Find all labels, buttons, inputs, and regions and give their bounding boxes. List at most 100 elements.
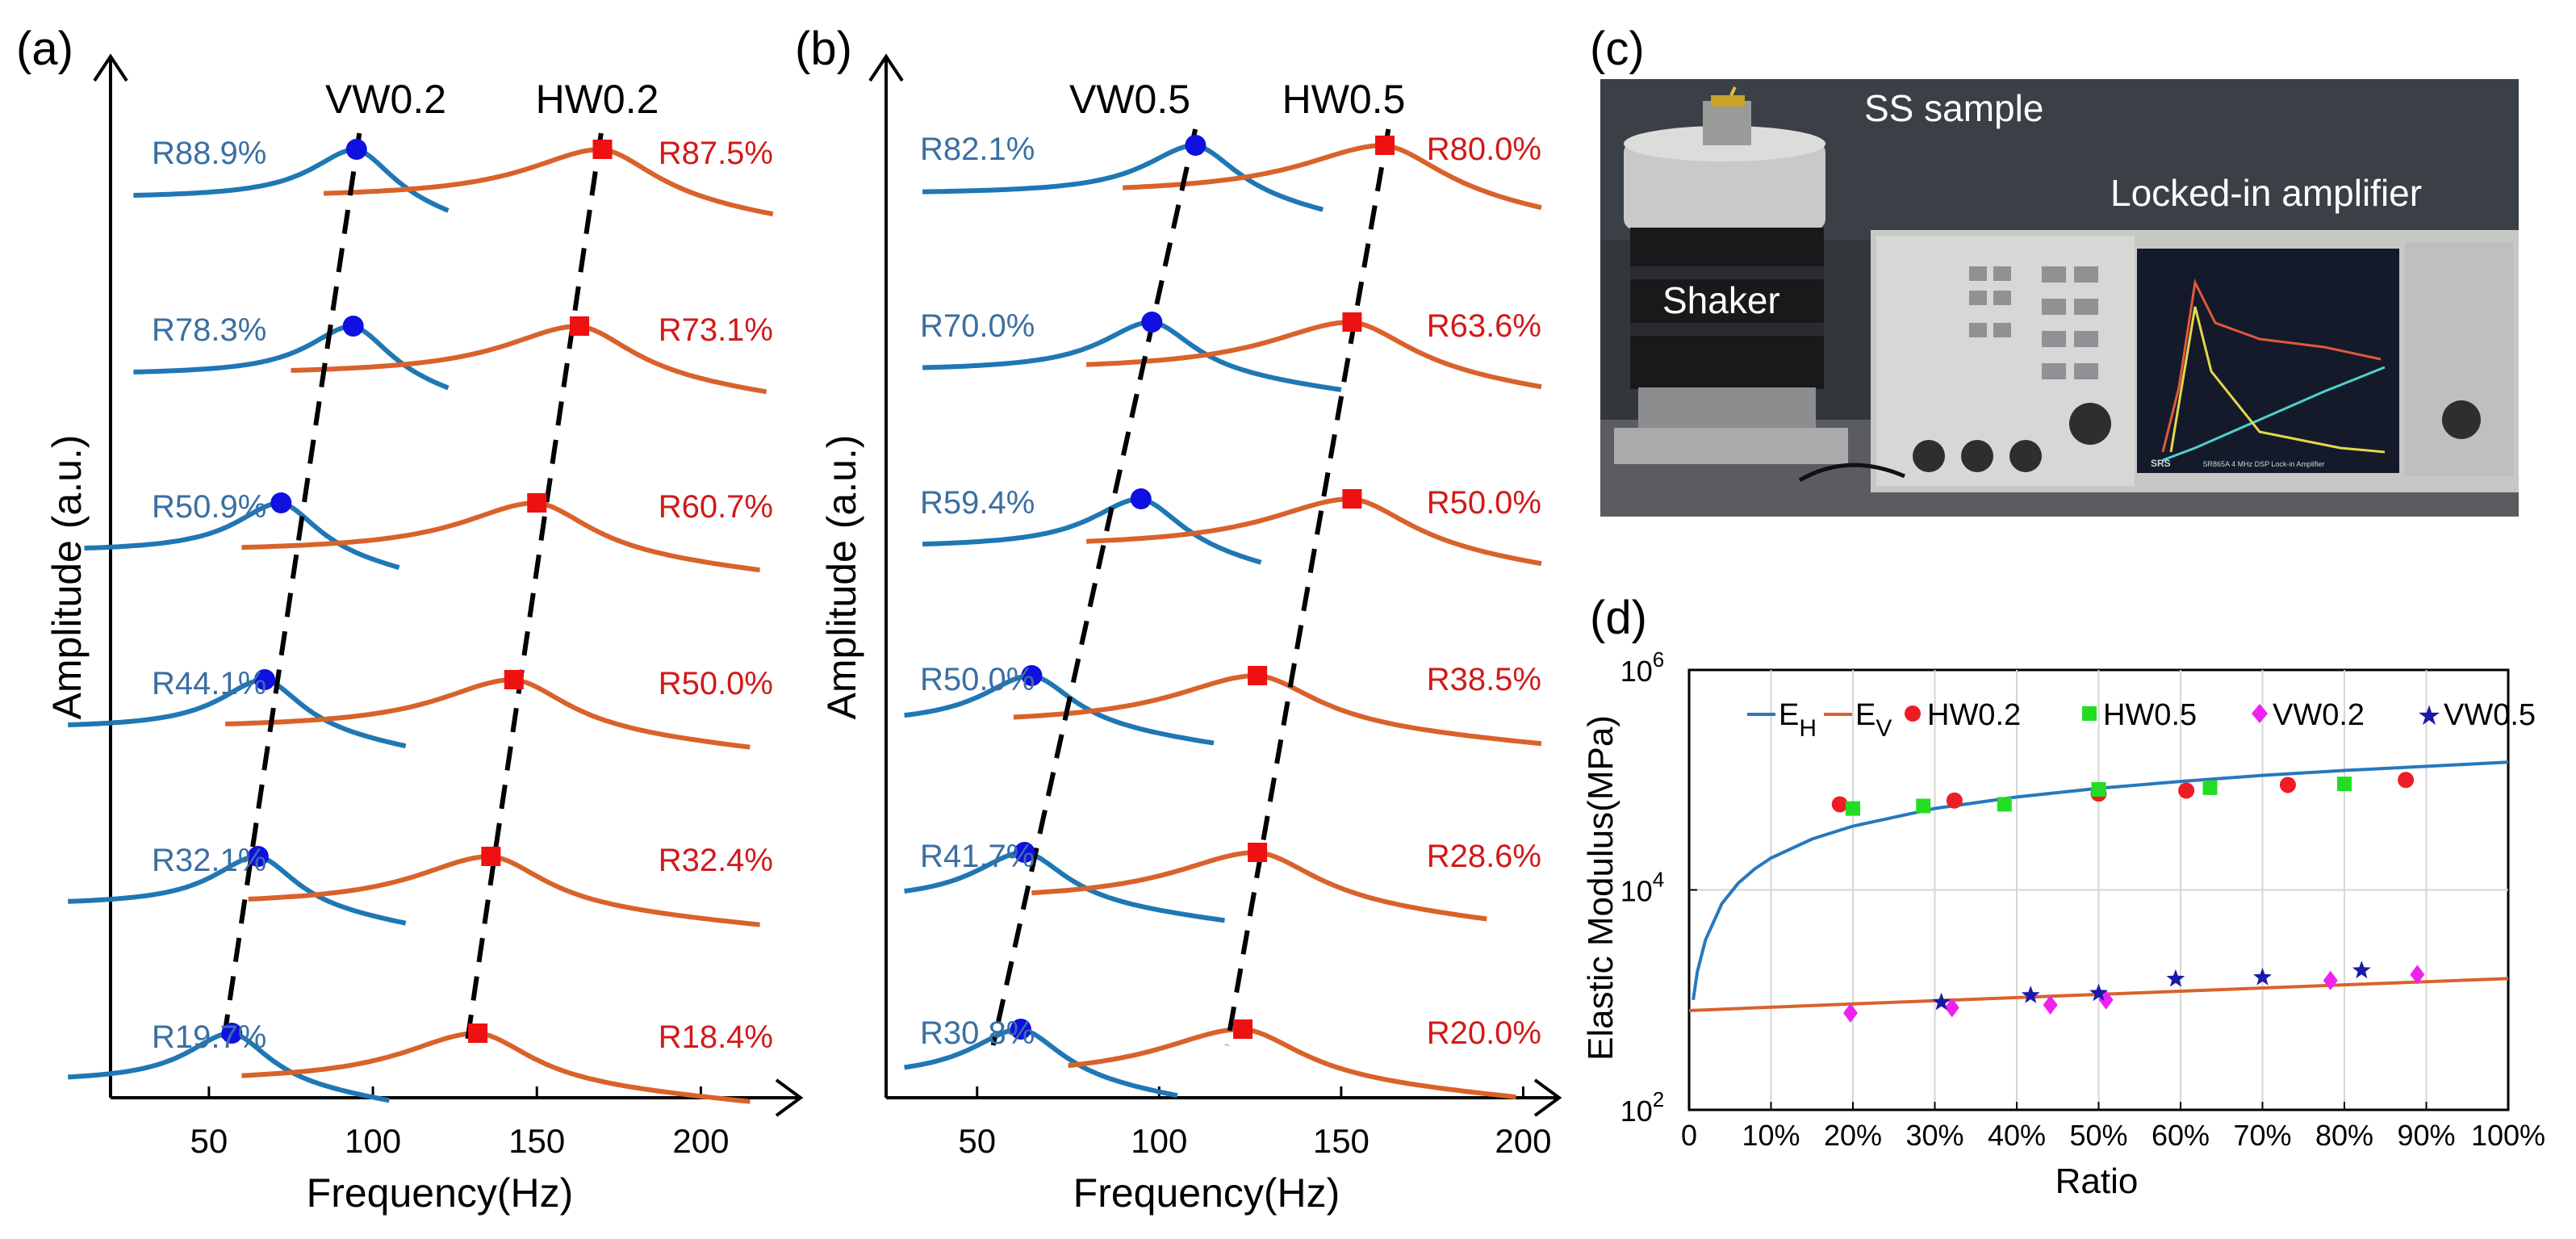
panel-b-axes [868,53,1562,1117]
panel-b-label: (b) [795,23,852,75]
d-ytick-label: 106 [1620,647,1665,688]
d-point-vw05 [2166,969,2185,987]
panel-d-legend: EH EV HW0.2 HW0.5 VW0.2 ★ VW0.5 [1747,698,2536,742]
panel-a-axes [93,53,804,1117]
a-vw-peak-marker [221,1023,243,1044]
d-point-hw02 [2279,776,2296,793]
amplifier-screen [2137,249,2399,473]
a-hw-curve [225,676,751,750]
b-hw-peak-marker [1248,843,1268,862]
a-hw-peak-marker [592,140,613,159]
a-hw-row-label: R18.4% [659,1019,773,1055]
legend-hw05-marker [2082,706,2097,721]
b-hw-trend-line [1224,128,1391,1046]
d-point-hw05 [1846,801,1860,816]
d-point-hw05 [2202,780,2218,795]
shaker [1614,126,1848,464]
a-hw-peak-marker [468,1023,488,1043]
legend-eh: EH [1779,698,1817,742]
panel-c-label: (c) [1590,23,1645,75]
d-point-vw02 [2043,994,2058,1015]
panel-b-row-labels: R82.1% R80.0% R70.0% R63.6% R59.4% R50.0% R50.… [920,132,1541,1051]
b-hw-row-label: R38.5% [1427,662,1541,697]
panel-a-title-left: VW0.2 [325,77,446,122]
d-point-hw02 [2178,782,2195,799]
a-hw-row-label: R73.1% [659,312,773,348]
panel-c: (c) [1590,23,2519,517]
legend-vw02-marker [2252,704,2268,723]
panel-b-xlabel: Frequency(Hz) [1073,1170,1340,1216]
d-point-hw05 [1997,797,2012,812]
b-vw-row-label: R59.4% [920,485,1035,521]
d-xtick-label: 20% [1824,1119,1882,1152]
panel-d-label: (d) [1590,592,1647,644]
panel-b: (b) VW0.5 HW0.5 Frequency(Hz) Amplitude … [795,23,1562,1216]
legend-hw02-marker [1905,705,1921,722]
d-point-vw05 [2253,967,2272,986]
b-xtick-label: 100 [1131,1122,1187,1160]
d-point-hw05 [2091,781,2106,797]
a-xtick-label: 150 [508,1122,565,1160]
a-xtick-label: 200 [672,1122,729,1160]
b-vw-peak-marker [1130,488,1152,509]
b-hw-row-label: R20.0% [1427,1015,1541,1051]
b-hw-curve [1085,320,1542,390]
b-vw-peak-marker [1014,842,1035,863]
panel-a-title-right: HW0.2 [536,77,659,122]
a-hw-peak-marker [481,847,501,866]
a-vw-peak-marker [345,139,367,160]
ss-sample [1703,86,1751,145]
photo-label-shaker: Shaker [1662,279,1780,321]
amplifier-brand: SRS [2151,458,2171,469]
a-vw-peak-marker [253,669,275,690]
a-hw-row-label: R60.7% [659,489,773,525]
d-xtick-label: 30% [1905,1119,1963,1152]
photo-label-amplifier: Locked-in amplifier [2110,172,2422,214]
panel-b-trend-lines [990,128,1391,1046]
lab-setup-photo: SR865A 4 MHz DSP Lock-in Amplifier SRS [1600,79,2519,517]
panel-a-xticks: 50 100 150 200 [190,1086,729,1160]
panel-b-curves [904,142,1542,1099]
panel-a-ylabel: Amplitude (a.u.) [44,435,90,720]
legend-vw05-marker: ★ [2417,701,2441,731]
a-hw-curve [291,324,767,395]
a-xtick-label: 50 [190,1122,228,1160]
d-xtick-label: 70% [2233,1119,2291,1152]
panel-d-grid [1689,670,2508,1110]
panel-d: (d) 0 10% 20% 30% 40% 50% 60% 70% 80% 90% 100% 102 1… [1581,592,2545,1201]
legend-vw05: VW0.5 [2444,698,2536,732]
b-hw-row-label: R50.0% [1427,485,1541,521]
legend-hw02: HW0.2 [1927,698,2021,732]
d-point-vw05 [2352,961,2371,979]
panel-a-label: (a) [16,23,73,75]
a-vw-curve [133,147,450,213]
a-vw-row-label: R88.9% [152,136,266,171]
d-xtick-label: 50% [2069,1119,2127,1152]
b-hw-curve [1013,672,1542,747]
d-point-vw02 [1842,1003,1858,1023]
a-vw-row-label: R78.3% [152,312,266,348]
amplifier-model-text: SR865A 4 MHz DSP Lock-in Amplifier [2203,460,2325,468]
legend-vw02: VW0.2 [2273,698,2365,732]
d-xtick-label: 60% [2152,1119,2210,1152]
b-hw-peak-marker [1375,136,1395,155]
d-point-vw05 [2089,983,2108,1002]
b-vw-curve [922,496,1262,565]
panel-b-ylabel: Amplitude (a.u.) [819,435,864,720]
panel-b-title-left: VW0.5 [1069,77,1190,122]
panel-a: (a) VW0.2 HW0.2 Frequency(Hz) Amplitude … [16,23,804,1216]
a-vw-peak-marker [342,316,364,337]
b-vw-curve [904,1026,1178,1099]
a-hw-peak-marker [527,493,547,513]
b-vw-peak-marker [1021,665,1043,686]
panel-b-xticks: 50 100 150 200 [958,1086,1551,1160]
d-xtick-label: 0 [1681,1119,1697,1152]
d-point-hw05 [1916,798,1931,814]
panel-b-peak-markers [1010,135,1395,1040]
a-hw-peak-marker [570,316,590,336]
b-hw-curve [1068,1026,1516,1099]
b-vw-row-label: R50.0% [920,662,1035,697]
a-hw-row-label: R87.5% [659,136,773,171]
d-xtick-label: 10% [1742,1119,1800,1152]
